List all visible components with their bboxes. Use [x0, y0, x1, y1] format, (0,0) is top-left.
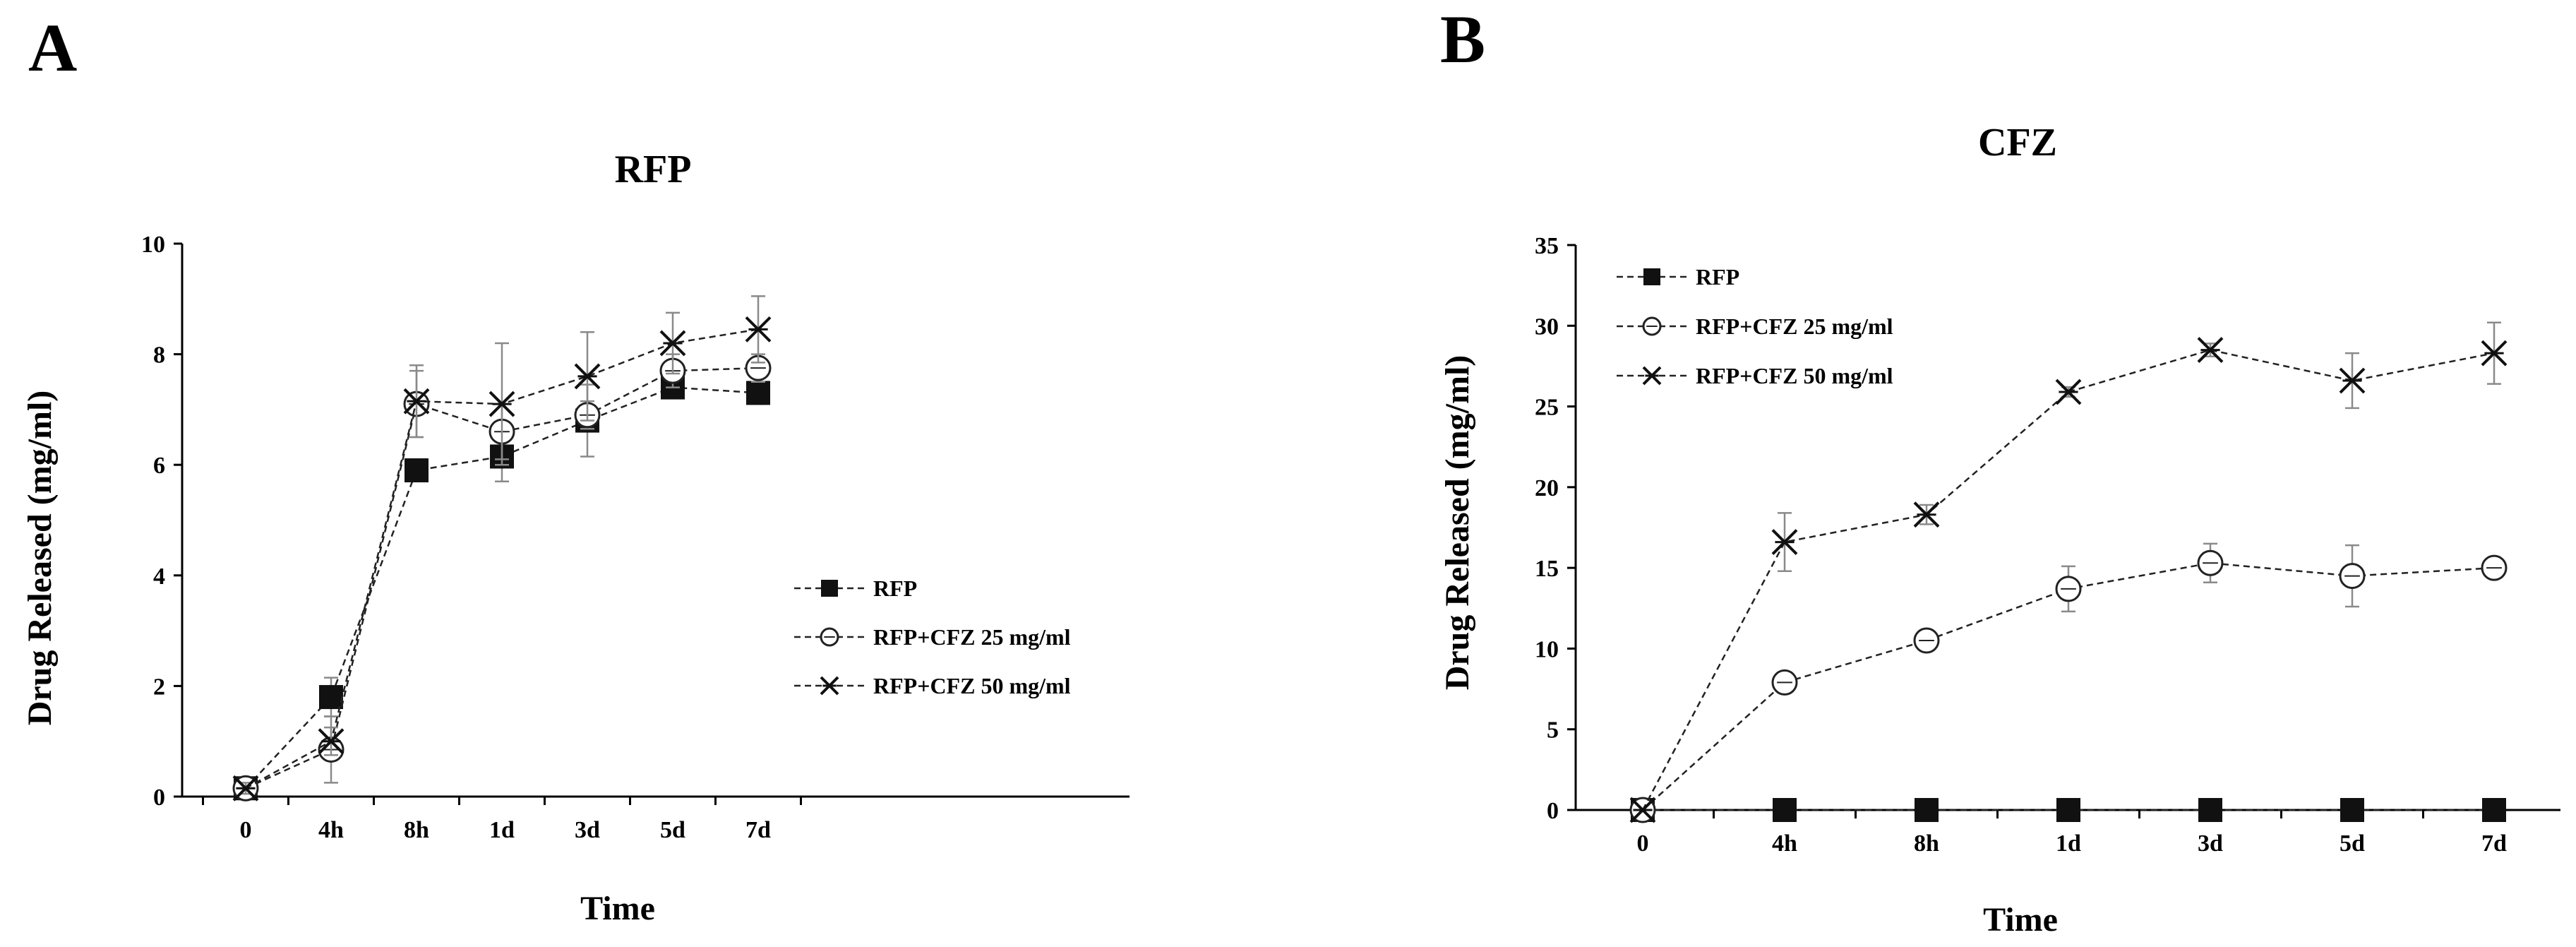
- data-point: [1773, 798, 1797, 822]
- data-point: [1915, 798, 1939, 822]
- legend-item: RFP: [1617, 264, 1739, 290]
- data-point: [405, 458, 429, 483]
- legend-item: RFP+CFZ 50 mg/ml: [1617, 363, 1893, 388]
- legend-label: RFP: [1696, 264, 1739, 290]
- data-point: [2197, 549, 2224, 576]
- data-point: [745, 316, 772, 343]
- data-point: [1771, 669, 1798, 696]
- plot-area-b: 0 5 10 15 20 25 30 35 0 4h 8h 1d 3d 5d 7d RFP RFP+CFZ 25…: [1535, 233, 2560, 857]
- x-tick-label-a: 8h: [404, 817, 429, 843]
- x-tick-label-b: 3d: [2198, 830, 2223, 857]
- legend-label: RFP+CFZ 25 mg/ml: [1696, 314, 1893, 339]
- data-point: [2340, 798, 2364, 822]
- y-axis-title-b: Drug Released (mg/ml): [1439, 355, 1476, 691]
- data-point: [2056, 798, 2080, 822]
- data-point: [2481, 554, 2508, 581]
- x-tick-label-b: 0: [1637, 830, 1649, 857]
- x-tick-label-a: 4h: [318, 817, 344, 843]
- data-point: [2055, 576, 2082, 602]
- legend-marker: [1642, 366, 1662, 386]
- data-point: [2481, 340, 2508, 367]
- data-point: [746, 381, 770, 405]
- legend-marker: [1643, 268, 1660, 285]
- data-point: [319, 685, 343, 710]
- legend-marker: [821, 580, 838, 597]
- legend-b: RFP RFP+CFZ 25 mg/ml RFP+CFZ 50 mg/ml: [1617, 264, 1893, 388]
- series-b-1: [1631, 798, 2506, 822]
- y-tick-label-a: 8: [153, 343, 165, 369]
- data-point: [318, 728, 345, 755]
- chart-title-b: CFZ: [1978, 121, 2057, 165]
- legend-item: RFP+CFZ 50 mg/ml: [794, 673, 1071, 698]
- data-point: [2055, 379, 2082, 405]
- legend-marker: [820, 676, 839, 696]
- y-tick-label-a: 0: [153, 785, 165, 811]
- y-tick-label-b: 35: [1535, 233, 1559, 259]
- panel-b: B CFZ Time Drug Released (mg/ml) 0 5 10 15 2…: [1439, 1, 2560, 939]
- data-point: [2339, 563, 2366, 590]
- data-point: [1913, 627, 1940, 654]
- x-tick-label-a: 7d: [745, 817, 771, 843]
- x-axis-title-a: Time: [580, 890, 655, 927]
- y-tick-label-b: 25: [1535, 395, 1559, 421]
- data-point: [1913, 501, 1940, 528]
- y-tick-label-b: 30: [1535, 314, 1559, 340]
- x-tick-label-a: 0: [240, 817, 252, 843]
- y-tick-label-a: 10: [141, 232, 165, 258]
- legend-a: RFP RFP+CFZ 25 mg/ml RFP+CFZ 50 mg/ml: [794, 576, 1071, 698]
- y-tick-label-b: 15: [1535, 556, 1559, 582]
- legend-item: RFP+CFZ 25 mg/ml: [794, 624, 1071, 650]
- data-point: [574, 363, 601, 390]
- x-tick-label-a: 3d: [575, 817, 600, 843]
- data-point: [403, 388, 430, 415]
- x-tick-label-b: 4h: [1772, 830, 1797, 857]
- data-point: [1771, 529, 1798, 555]
- legend-label: RFP+CFZ 50 mg/ml: [873, 673, 1071, 698]
- panel-label-b: B: [1440, 1, 1485, 77]
- data-point: [2482, 798, 2506, 822]
- series-a-3: [232, 295, 772, 802]
- x-tick-label-b: 7d: [2481, 830, 2507, 857]
- x-tick-label-a: 5d: [660, 817, 685, 843]
- y-tick-label-b: 0: [1547, 798, 1559, 824]
- data-point: [659, 330, 686, 357]
- legend-label: RFP+CFZ 50 mg/ml: [1696, 363, 1893, 388]
- x-tick-label-b: 1d: [2056, 830, 2081, 857]
- x-tick-label-b: 5d: [2340, 830, 2365, 857]
- legend-marker: [1642, 316, 1662, 336]
- panel-label-a: A: [28, 10, 77, 85]
- y-tick-label-b: 20: [1535, 475, 1559, 501]
- x-tick-label-a: 1d: [489, 817, 515, 843]
- series-b-3: [1629, 321, 2508, 823]
- panel-a: A RFP Time Drug Released (mg/ml) 0 2 4 6 8 10…: [21, 10, 1130, 927]
- data-point: [232, 775, 259, 802]
- data-point: [2339, 367, 2366, 394]
- data-point: [489, 391, 515, 417]
- chart-title-a: RFP: [615, 148, 692, 191]
- y-axis-title-a: Drug Released (mg/ml): [21, 391, 59, 726]
- data-point: [1629, 797, 1656, 823]
- y-tick-label-a: 6: [153, 453, 165, 479]
- legend-marker: [820, 627, 839, 647]
- legend-item: RFP+CFZ 25 mg/ml: [1617, 314, 1893, 339]
- y-tick-label-b: 10: [1535, 636, 1559, 662]
- x-tick-label-b: 8h: [1914, 830, 1939, 857]
- legend-label: RFP: [873, 576, 917, 601]
- y-tick-label-b: 5: [1547, 717, 1559, 744]
- legend-label: RFP+CFZ 25 mg/ml: [873, 624, 1071, 650]
- data-point: [2198, 798, 2222, 822]
- x-axis-title-b: Time: [1983, 901, 2058, 939]
- y-tick-label-a: 4: [153, 564, 165, 590]
- data-point: [2197, 337, 2224, 363]
- legend-item: RFP: [794, 576, 917, 601]
- y-tick-label-a: 2: [153, 674, 165, 700]
